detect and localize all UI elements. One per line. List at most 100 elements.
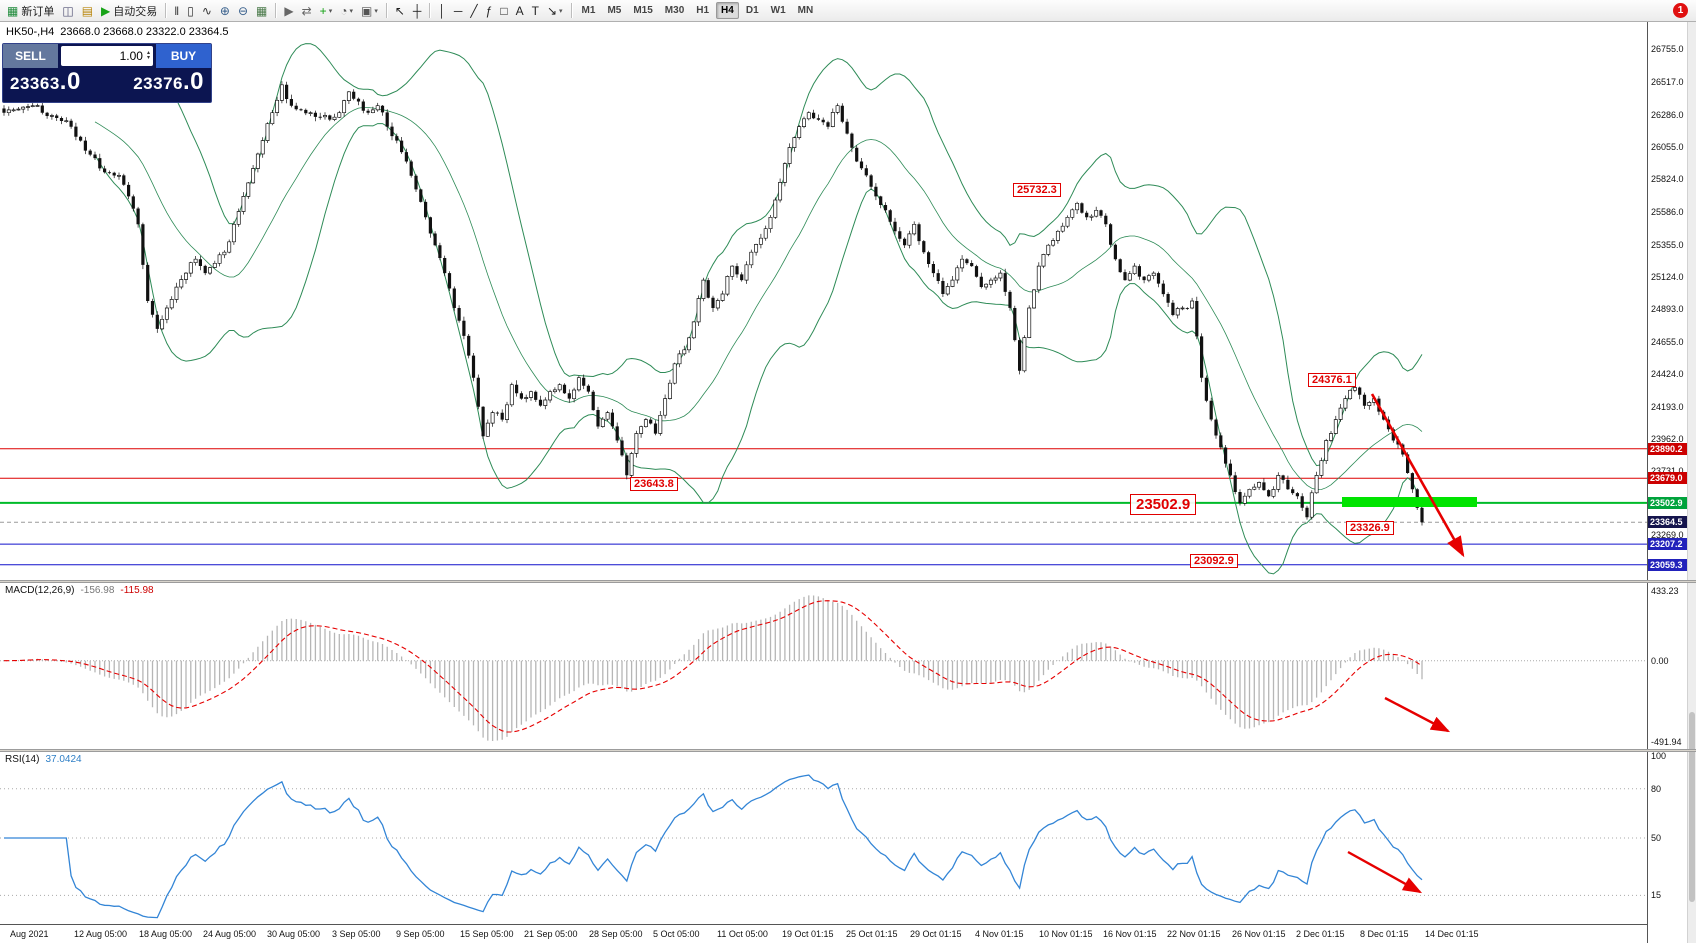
bollinger-middle-band: [94, 107, 1423, 491]
time-axis-label: Aug 2021: [10, 929, 49, 939]
price-annotation[interactable]: 23643.8: [630, 477, 678, 491]
time-axis-label: 25 Oct 01:15: [846, 929, 898, 939]
sell-button[interactable]: SELL: [3, 44, 59, 68]
zoom-out-button[interactable]: ⊖: [235, 2, 251, 20]
rsi-line: [4, 774, 1423, 919]
line-chart-button[interactable]: ∿: [199, 2, 215, 20]
ohlc-values: 23668.0 23668.0 23322.0 23364.5: [60, 26, 229, 38]
periods-button[interactable]: ◔ ▾: [337, 2, 356, 20]
panel-splitter[interactable]: [0, 580, 1696, 583]
macd-trend-arrow[interactable]: [1384, 696, 1451, 733]
crosshair-button[interactable]: ┼: [410, 2, 425, 20]
dropdown-caret-icon: ▾: [349, 7, 353, 15]
price-tick: 26055.0: [1651, 142, 1684, 152]
fibonacci-button[interactable]: ƒ: [483, 2, 496, 20]
macd-axis-label: -491.94: [1651, 737, 1682, 747]
zoom-in-button[interactable]: ⊕: [217, 2, 233, 20]
template-icon: ▣: [360, 3, 373, 18]
price-tick: 25824.0: [1651, 174, 1684, 184]
new-order-button-label: 新订单: [21, 5, 55, 18]
time-axis-label: 10 Nov 01:15: [1039, 929, 1093, 939]
text-icon: A: [515, 3, 524, 18]
time-axis-label: 11 Oct 05:00: [717, 929, 768, 939]
candlestick-chart-button[interactable]: ▯: [184, 2, 197, 20]
price-annotation[interactable]: 23092.9: [1190, 554, 1238, 568]
price-tick: 23269.0: [1651, 530, 1684, 540]
volume-up-button[interactable]: ▴: [146, 50, 150, 56]
vertical-line-button[interactable]: │: [435, 2, 449, 20]
bearish-candles: [2, 84, 1424, 523]
timeframe-h1-button[interactable]: H1: [696, 5, 710, 16]
bollinger-upper-band: [94, 43, 1423, 467]
bar-chart-button[interactable]: ‖: [171, 2, 182, 20]
time-axis-label: 15 Sep 05:00: [460, 929, 514, 939]
time-axis-label: 8 Dec 01:15: [1360, 929, 1409, 939]
timeframe-m15-button[interactable]: M15: [633, 5, 653, 16]
auto-scroll-button[interactable]: ▶: [281, 2, 296, 20]
timeframe-d1-button[interactable]: D1: [745, 5, 759, 16]
time-axis: Aug 2021 12 Aug 05:00 18 Aug 05:00 24 Aug 0…: [0, 924, 1647, 943]
price-annotation[interactable]: 23502.9: [1130, 494, 1197, 515]
price-tick: 23731.0: [1651, 466, 1684, 476]
macd-panel: MACD(12,26,9) -156.98 -115.98: [0, 583, 1647, 749]
buy-button[interactable]: BUY: [155, 44, 211, 68]
panel-splitter[interactable]: [0, 749, 1696, 752]
price-tick: 24893.0: [1651, 304, 1684, 314]
price-tick: 26755.0: [1651, 44, 1684, 54]
symbol-timeframe: HK50-,H4: [6, 26, 55, 38]
price-annotation[interactable]: 24376.1: [1308, 373, 1356, 387]
sell-label: SELL: [15, 49, 46, 63]
timeframe-mn-button[interactable]: MN: [797, 5, 814, 16]
dropdown-caret-icon: ▾: [328, 7, 333, 15]
tile-windows-button[interactable]: ▦: [253, 2, 270, 20]
chart-shift-button[interactable]: ⇄: [299, 2, 315, 20]
scrollbar-thumb[interactable]: [1689, 712, 1695, 902]
shapes-button[interactable]: □: [497, 2, 510, 20]
profile-button[interactable]: ▤: [79, 2, 96, 20]
trend-arrow[interactable]: [1370, 393, 1465, 558]
line-chart-icon: ∿: [201, 3, 212, 18]
price-tick: 25124.0: [1651, 272, 1684, 282]
support-zone-rectangle[interactable]: [1342, 497, 1477, 507]
toolbar-separator: [385, 3, 387, 18]
indicators-button[interactable]: + ▾: [317, 2, 336, 20]
timeframe-m30-button[interactable]: M30: [664, 5, 685, 16]
toolbar-separator: [429, 3, 431, 18]
new-order-button[interactable]: ▦ 新订单: [4, 2, 57, 20]
price-axis: 26755.0 26517.0 26286.0 26055.0 25824.0 25586…: [1647, 22, 1688, 943]
trendline-button[interactable]: ╱: [467, 2, 480, 20]
timeframe-w1-button[interactable]: W1: [770, 5, 786, 16]
chart-window-button[interactable]: ◫: [59, 2, 76, 20]
price-annotation[interactable]: 25732.3: [1013, 183, 1061, 197]
time-axis-label: 19 Oct 01:15: [782, 929, 834, 939]
templates-button[interactable]: ▣ ▾: [358, 2, 381, 20]
timeframe-m1-button[interactable]: M1: [581, 5, 596, 16]
vertical-scrollbar[interactable]: [1687, 22, 1696, 943]
price-tick: 24424.0: [1651, 369, 1684, 379]
cursor-button[interactable]: ↖: [392, 2, 408, 20]
text-button[interactable]: A: [513, 2, 527, 20]
time-axis-label: 14 Dec 01:15: [1425, 929, 1479, 939]
price-badge: 23207.2: [1648, 538, 1688, 550]
time-axis-label: 9 Sep 05:00: [396, 929, 445, 939]
timeframe-m5-button[interactable]: M5: [607, 5, 622, 16]
bar-chart-icon: ‖: [174, 3, 180, 18]
timeframe-h4-button[interactable]: H4: [716, 2, 739, 19]
macd-label: MACD(12,26,9) -156.98 -115.98: [5, 585, 154, 596]
profile-chart-icon: ▤: [81, 3, 94, 18]
autotrading-button[interactable]: ▶ 自动交易: [98, 2, 160, 20]
rsi-trend-arrow[interactable]: [1347, 850, 1423, 894]
toolbar-separator: [165, 3, 167, 18]
price-badge: 23679.0: [1648, 472, 1688, 484]
rsi-canvas: [0, 774, 1647, 919]
volume-field[interactable]: 1.00 ▴ ▾: [61, 46, 153, 66]
notification-badge[interactable]: 1: [1673, 3, 1688, 18]
time-axis-label: 28 Sep 05:00: [589, 929, 643, 939]
volume-down-button[interactable]: ▾: [146, 55, 150, 61]
price-annotation[interactable]: 23326.9: [1346, 521, 1394, 535]
arrows-button[interactable]: ↘ ▾: [544, 2, 566, 20]
zoom-out-icon: ⊖: [237, 3, 249, 18]
text-label-button[interactable]: T: [529, 2, 542, 20]
horizontal-line-button[interactable]: ─: [451, 2, 466, 20]
toolbar-separator: [570, 3, 572, 18]
